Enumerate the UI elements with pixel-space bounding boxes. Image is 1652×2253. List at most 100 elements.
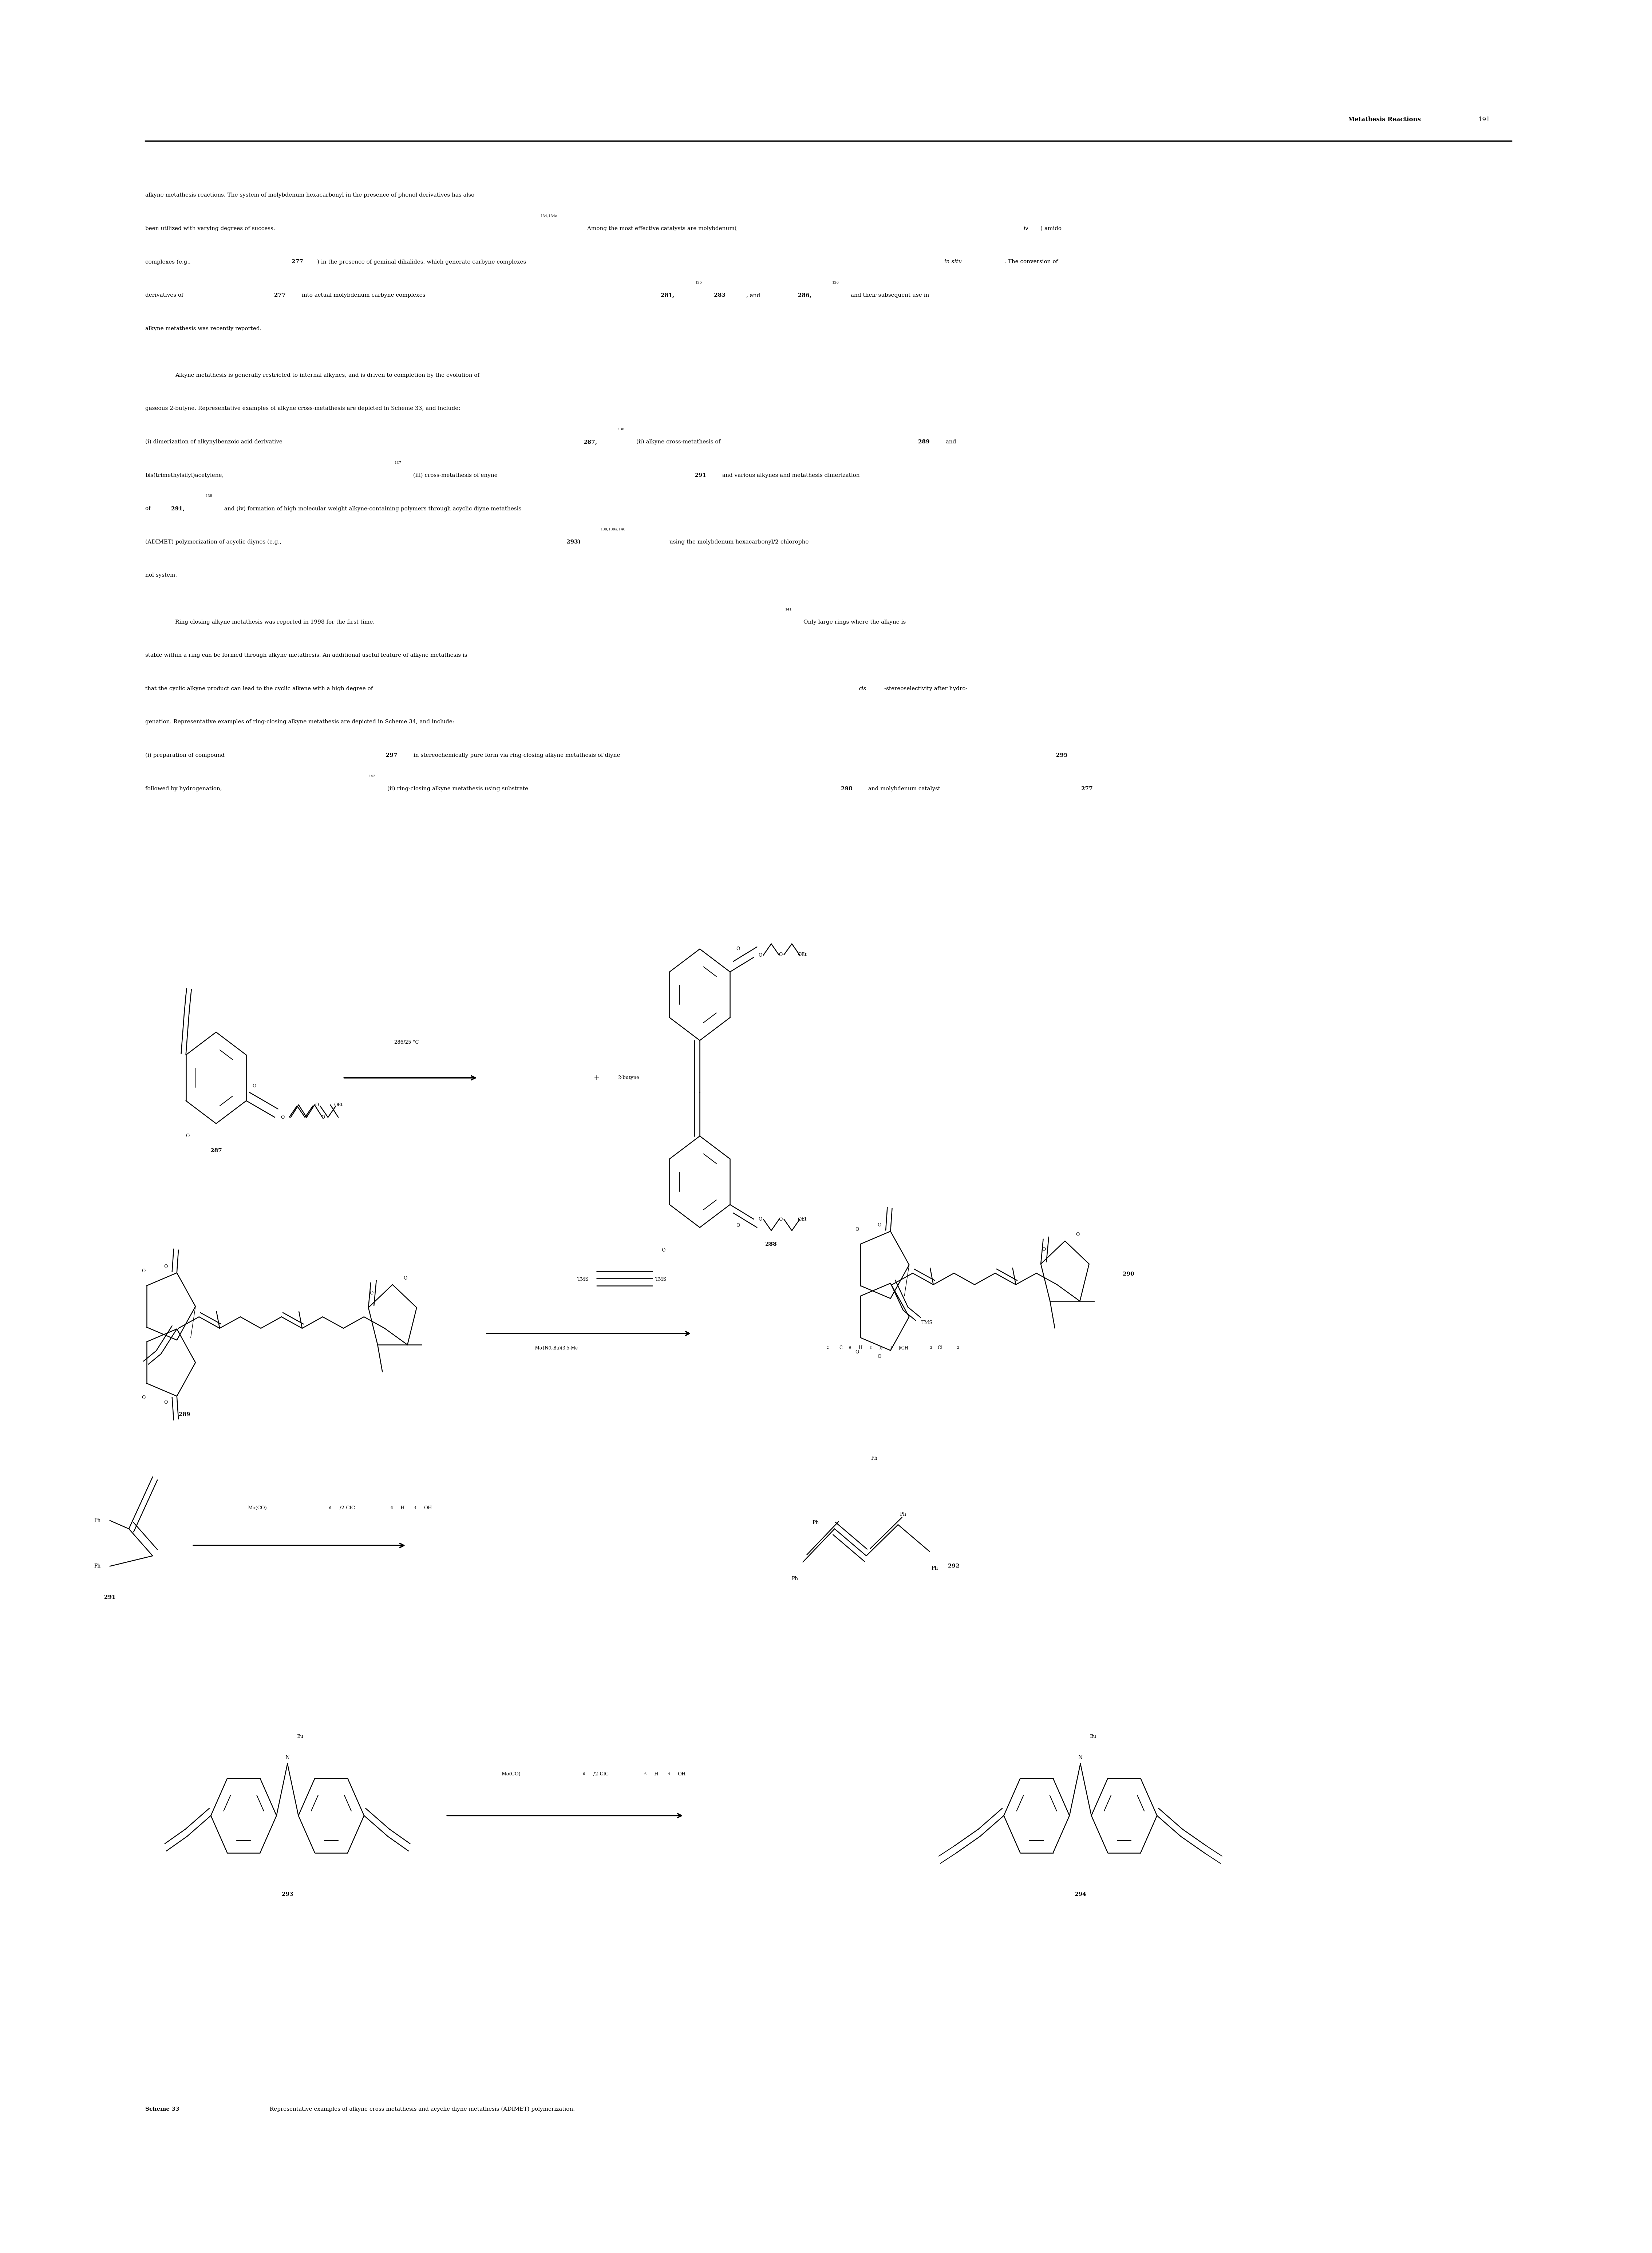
Text: OEt: OEt: [798, 1217, 806, 1221]
Text: 4: 4: [415, 1507, 416, 1510]
Text: OH: OH: [425, 1505, 433, 1510]
Text: (iii) cross-metathesis of enyne: (iii) cross-metathesis of enyne: [411, 473, 499, 478]
Text: (i) preparation of compound: (i) preparation of compound: [145, 753, 226, 757]
Text: and (iv) formation of high molecular weight alkyne-containing polymers through a: and (iv) formation of high molecular wei…: [223, 507, 520, 511]
Text: Among the most effective catalysts are molybdenum(: Among the most effective catalysts are m…: [585, 225, 737, 232]
Text: 136: 136: [618, 428, 624, 430]
Text: H: H: [859, 1345, 862, 1350]
Text: 289: 289: [178, 1413, 190, 1417]
Text: in stereochemically pure form via ring-closing alkyne metathesis of diyne: in stereochemically pure form via ring-c…: [411, 753, 621, 757]
Text: -stereoselectivity after hydro-: -stereoselectivity after hydro-: [884, 687, 968, 692]
Text: O: O: [1042, 1248, 1046, 1253]
Text: genation. Representative examples of ring-closing alkyne metathesis are depicted: genation. Representative examples of rin…: [145, 719, 454, 725]
Text: derivatives of: derivatives of: [145, 293, 185, 297]
Text: O: O: [737, 1223, 740, 1228]
Text: O: O: [316, 1102, 319, 1106]
Text: 286,: 286,: [798, 293, 811, 297]
Text: +: +: [593, 1075, 600, 1081]
Text: using the molybdenum hexacarbonyl/2-chlorophe-: using the molybdenum hexacarbonyl/2-chlo…: [667, 538, 811, 545]
Text: H: H: [654, 1771, 657, 1775]
Text: 3: 3: [890, 1347, 892, 1350]
Text: nol system.: nol system.: [145, 572, 177, 577]
Text: 295: 295: [1056, 753, 1067, 757]
Text: (ii) ring-closing alkyne metathesis using substrate: (ii) ring-closing alkyne metathesis usin…: [385, 786, 530, 791]
Text: 2: 2: [826, 1347, 829, 1350]
Text: N: N: [1079, 1755, 1082, 1760]
Text: 293: 293: [282, 1893, 292, 1897]
Text: Ph: Ph: [871, 1455, 877, 1460]
Text: ]/CH: ]/CH: [899, 1345, 909, 1350]
Text: and various alkynes and metathesis dimerization: and various alkynes and metathesis dimer…: [720, 473, 859, 478]
Text: 134,134a: 134,134a: [540, 214, 558, 219]
Text: (ii) alkyne cross-metathesis of: (ii) alkyne cross-metathesis of: [634, 439, 722, 444]
Text: Bu: Bu: [1090, 1735, 1097, 1739]
Text: O: O: [778, 953, 783, 958]
Text: Ph: Ph: [932, 1566, 938, 1570]
Text: N: N: [286, 1755, 289, 1760]
Text: 291: 291: [695, 473, 707, 478]
Text: 281,: 281,: [661, 293, 674, 297]
Text: O: O: [877, 1354, 881, 1359]
Text: TMS: TMS: [577, 1277, 588, 1282]
Text: O: O: [322, 1115, 325, 1120]
Text: 3: 3: [869, 1347, 872, 1350]
Text: O: O: [403, 1275, 406, 1280]
Text: O: O: [185, 1133, 190, 1138]
Text: Mo(CO): Mo(CO): [248, 1505, 268, 1510]
Text: gaseous 2-butyne. Representative examples of alkyne cross-metathesis are depicte: gaseous 2-butyne. Representative example…: [145, 406, 461, 410]
Text: 291,: 291,: [172, 507, 185, 511]
Text: 6: 6: [849, 1347, 851, 1350]
Text: of: of: [145, 507, 152, 511]
Text: O: O: [142, 1268, 145, 1273]
Text: 6: 6: [583, 1773, 585, 1775]
Text: O: O: [164, 1264, 167, 1268]
Text: ) amido: ) amido: [1041, 225, 1062, 232]
Text: O: O: [737, 946, 740, 951]
Text: Ph: Ph: [791, 1577, 798, 1582]
Text: 141: 141: [785, 608, 791, 611]
Text: 283: 283: [712, 293, 725, 297]
Text: 289: 289: [919, 439, 930, 444]
Text: Representative examples of alkyne cross-metathesis and acyclic diyne metathesis : Representative examples of alkyne cross-…: [264, 2107, 575, 2111]
Text: , and: , and: [747, 293, 762, 297]
Text: O: O: [1075, 1232, 1079, 1237]
Text: C: C: [839, 1345, 843, 1350]
Text: followed by hydrogenation,: followed by hydrogenation,: [145, 786, 221, 791]
Text: Bu: Bu: [297, 1735, 304, 1739]
Text: iv: iv: [1023, 225, 1028, 232]
Text: 2: 2: [957, 1347, 958, 1350]
Text: 297: 297: [387, 753, 398, 757]
Text: Metathesis Reactions: Metathesis Reactions: [1348, 117, 1421, 124]
Text: 6: 6: [329, 1507, 330, 1510]
Text: 287,: 287,: [583, 439, 596, 444]
Text: O: O: [253, 1084, 256, 1088]
Text: Ph: Ph: [94, 1564, 101, 1568]
Text: Scheme 33: Scheme 33: [145, 2107, 180, 2111]
Text: O: O: [370, 1291, 373, 1295]
Text: 2: 2: [930, 1347, 932, 1350]
Text: 293): 293): [567, 538, 580, 545]
Text: alkyne metathesis was recently reported.: alkyne metathesis was recently reported.: [145, 327, 261, 331]
Text: O: O: [856, 1350, 859, 1354]
Text: H: H: [400, 1505, 405, 1510]
Text: 135: 135: [695, 282, 702, 284]
Text: OH: OH: [677, 1771, 686, 1775]
Text: 138: 138: [205, 493, 213, 498]
Text: in situ: in situ: [945, 259, 961, 264]
Text: 139,139a,140: 139,139a,140: [601, 527, 626, 532]
Text: Ph: Ph: [899, 1512, 905, 1516]
Text: )}: )}: [879, 1345, 884, 1350]
Text: Alkyne metathesis is generally restricted to internal alkynes, and is driven to : Alkyne metathesis is generally restricte…: [175, 372, 479, 379]
Text: Ph: Ph: [94, 1519, 101, 1523]
Text: OEt: OEt: [334, 1102, 342, 1106]
Text: O: O: [164, 1399, 167, 1406]
Text: 6: 6: [390, 1507, 393, 1510]
Text: ) in the presence of geminal dihalides, which generate carbyne complexes: ) in the presence of geminal dihalides, …: [317, 259, 529, 264]
Text: cis: cis: [859, 687, 866, 692]
Text: into actual molybdenum carbyne complexes: into actual molybdenum carbyne complexes: [301, 293, 428, 297]
Text: complexes (e.g.,: complexes (e.g.,: [145, 259, 193, 264]
Text: 277: 277: [1082, 786, 1094, 791]
Text: and molybdenum catalyst: and molybdenum catalyst: [867, 786, 942, 791]
Text: 277: 277: [274, 293, 286, 297]
Text: [Mo{N(t-Bu)(3,5-Me: [Mo{N(t-Bu)(3,5-Me: [534, 1345, 578, 1350]
